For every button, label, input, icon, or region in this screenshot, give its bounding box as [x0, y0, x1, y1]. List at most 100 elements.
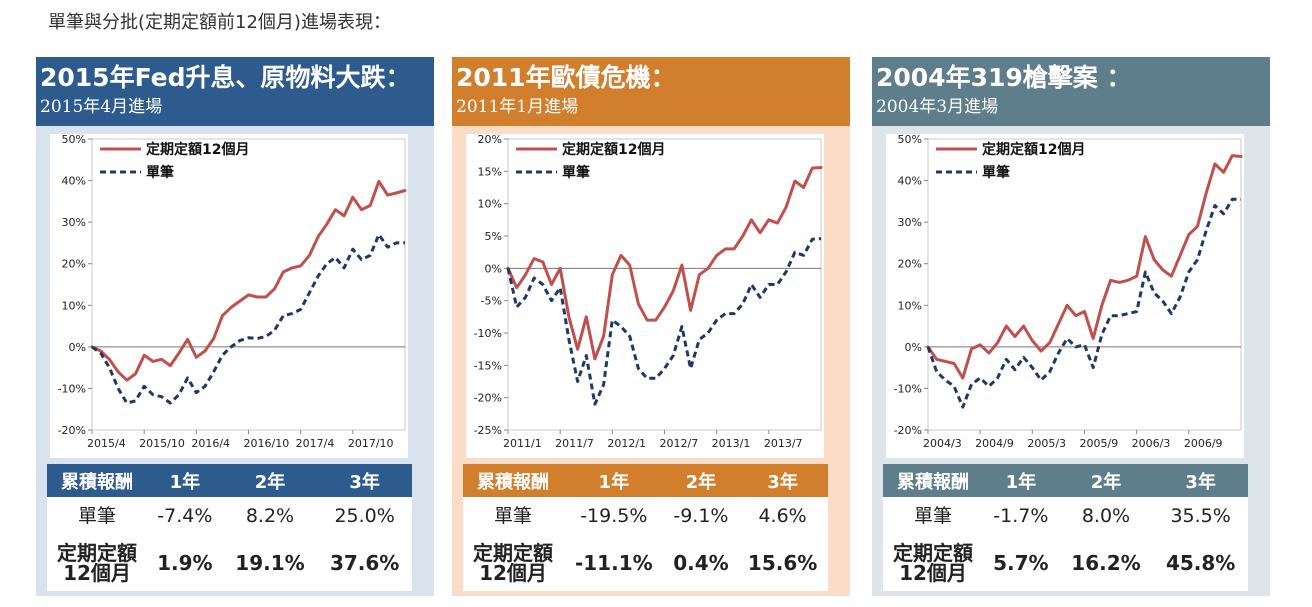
y-tick-label: 30%	[898, 216, 922, 229]
y-tick-label: 0%	[905, 341, 922, 354]
legend-label: 單筆	[982, 164, 1010, 181]
row-label-dca: 定期定額 12個月	[47, 535, 147, 591]
x-tick-label: 2017/4	[296, 437, 335, 450]
table-cell: 35.5%	[1153, 497, 1248, 535]
x-tick-label: 2006/9	[1184, 437, 1223, 450]
y-tick-label: 40%	[898, 175, 922, 188]
x-tick-label: 2016/4	[191, 437, 230, 450]
series-line-lump	[506, 237, 822, 406]
page-title: 單筆與分批(定期定額前12個月)進場表現：	[48, 12, 391, 33]
table-cell: 8.0%	[1058, 497, 1154, 535]
legend-label: 定期定額12個月	[982, 141, 1085, 158]
row-label-dca: 定期定額 12個月	[463, 535, 563, 591]
panel-title: 2011年歐債危機：	[456, 63, 676, 92]
table-header-cell: 3年	[737, 464, 828, 497]
y-tick-label: -5%	[481, 295, 502, 308]
y-tick-label: -20%	[894, 424, 922, 437]
table-row: 單筆 -1.7% 8.0% 35.5%	[883, 497, 1248, 535]
table-header-row: 累積報酬 1年 2年 3年	[883, 464, 1248, 497]
y-tick-label: -10%	[894, 382, 922, 395]
x-tick-label: 2015/4	[87, 437, 126, 450]
table-header-cell: 2年	[664, 464, 738, 497]
returns-table: 累積報酬 1年 2年 3年 單筆 -1.7% 8.0% 35.5% 定期定額 12…	[883, 464, 1248, 591]
row-label-lump: 單筆	[463, 497, 563, 535]
x-tick-label: 2005/9	[1080, 437, 1119, 450]
panel-header: 2015年Fed升息、原物料大跌： 2015年4月進場	[36, 57, 434, 126]
table-cell: 5.7%	[983, 535, 1059, 591]
table-header-cell: 1年	[147, 464, 223, 497]
line-chart: -20% -10% 0% 10% 20% 30% 40% 50% 2004/3 2004/9 200…	[886, 134, 1244, 458]
x-tick-label: 2016/10	[244, 437, 290, 450]
table-cell: -1.7%	[983, 497, 1059, 535]
row-label-dca-line2: 12個月	[63, 561, 131, 585]
row-label-dca-line1: 定期定額	[893, 541, 973, 565]
table-cell: 4.6%	[737, 497, 828, 535]
y-tick-label: 10%	[62, 299, 86, 312]
x-tick-label: 2005/3	[1027, 437, 1066, 450]
table-header-cell: 2年	[1058, 464, 1154, 497]
y-tick-label: 40%	[62, 175, 86, 188]
panel-subtitle: 2011年1月進場	[456, 97, 579, 117]
x-tick-label: 2011/1	[503, 437, 542, 450]
y-tick-label: 15%	[478, 165, 502, 178]
x-tick-label: 2004/9	[975, 437, 1014, 450]
y-tick-label: -15%	[474, 359, 502, 372]
table-row: 單筆 -19.5% -9.1% 4.6%	[463, 497, 828, 535]
series-line-dca	[506, 166, 823, 361]
table-header-cell: 2年	[222, 464, 318, 497]
table-cell: 1.9%	[147, 535, 223, 591]
table-header-cell: 累積報酬	[883, 464, 983, 497]
panel-subtitle: 2004年3月進場	[876, 97, 999, 117]
x-tick-label: 2012/1	[607, 437, 646, 450]
y-tick-label: -10%	[474, 327, 502, 340]
table-header-cell: 累積報酬	[463, 464, 563, 497]
line-chart: -20% -10% 0% 10% 20% 30% 40% 50% 2015/4 2015/10 20…	[50, 134, 408, 458]
table-header-cell: 3年	[1153, 464, 1248, 497]
legend-label: 單筆	[562, 164, 590, 181]
legend-label: 定期定額12個月	[562, 141, 665, 158]
panel-title: 2004年319槍擊案 ：	[876, 63, 1132, 92]
table-header-row: 累積報酬 1年 2年 3年	[47, 464, 412, 497]
y-tick-label: 50%	[62, 134, 86, 146]
table-row: 定期定額 12個月 5.7% 16.2% 45.8%	[883, 535, 1248, 591]
table-cell: -19.5%	[563, 497, 665, 535]
chart-background	[50, 134, 408, 458]
table-cell: 37.6%	[317, 535, 412, 591]
table-cell: -7.4%	[147, 497, 223, 535]
row-label-dca-line1: 定期定額	[473, 541, 553, 565]
y-tick-label: 0%	[69, 341, 86, 354]
x-tick-label: 2013/7	[764, 437, 803, 450]
y-tick-label: 5%	[485, 230, 502, 243]
table-cell: 8.2%	[222, 497, 318, 535]
y-tick-label: 20%	[478, 134, 502, 146]
panel-2015-fed: 2015年Fed升息、原物料大跌： 2015年4月進場 -20% -10% 0% 10…	[36, 57, 434, 596]
series-line-dca	[90, 179, 407, 382]
y-tick-label: 20%	[62, 258, 86, 271]
table-cell: 15.6%	[737, 535, 828, 591]
chart-background	[466, 134, 824, 458]
table-cell: -11.1%	[563, 535, 665, 591]
row-label-dca-line2: 12個月	[899, 561, 967, 585]
y-tick-label: 10%	[478, 198, 502, 211]
series-line-lump	[91, 233, 405, 405]
panel-header: 2004年319槍擊案 ： 2004年3月進場	[872, 57, 1270, 126]
panel-2011-euro-debt: 2011年歐債危機： 2011年1月進場 -25% -20% -15% -10% -5%…	[452, 57, 850, 596]
table-cell: 16.2%	[1058, 535, 1154, 591]
y-tick-label: -25%	[474, 424, 502, 437]
y-tick-label: 20%	[898, 258, 922, 271]
returns-table: 累積報酬 1年 2年 3年 單筆 -19.5% -9.1% 4.6% 定期定額 1…	[463, 464, 828, 591]
table-header-cell: 3年	[317, 464, 412, 497]
legend-label: 單筆	[146, 164, 174, 181]
panel-header: 2011年歐債危機： 2011年1月進場	[452, 57, 850, 126]
table-header-cell: 累積報酬	[47, 464, 147, 497]
x-tick-label: 2017/10	[348, 437, 394, 450]
table-cell: -9.1%	[664, 497, 738, 535]
row-label-lump: 單筆	[47, 497, 147, 535]
chart-background	[886, 134, 1244, 458]
x-tick-label: 2006/3	[1132, 437, 1171, 450]
table-cell: 0.4%	[664, 535, 738, 591]
table-row: 定期定額 12個月 -11.1% 0.4% 15.6%	[463, 535, 828, 591]
table-row: 定期定額 12個月 1.9% 19.1% 37.6%	[47, 535, 412, 591]
table-row: 單筆 -7.4% 8.2% 25.0%	[47, 497, 412, 535]
row-label-dca-line1: 定期定額	[57, 541, 137, 565]
